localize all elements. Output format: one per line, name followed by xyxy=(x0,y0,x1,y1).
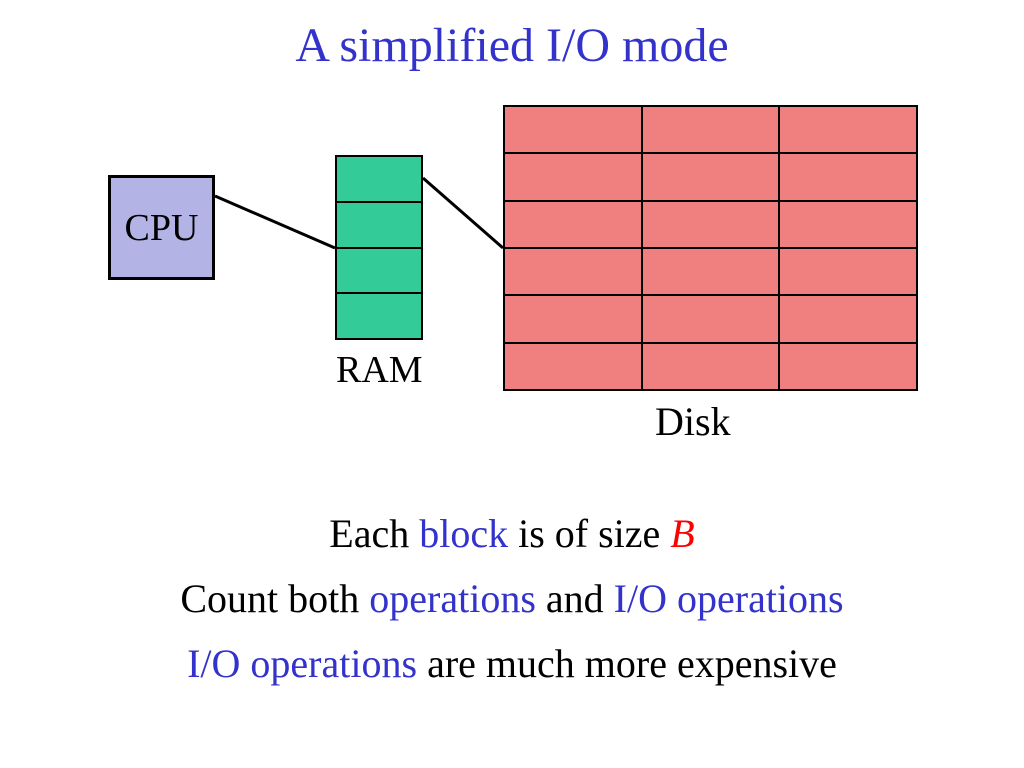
disk-block xyxy=(642,295,780,342)
caption-part: Each xyxy=(329,511,419,556)
ram-label: RAM xyxy=(336,348,423,392)
disk-block xyxy=(779,106,917,153)
caption-part: is of size xyxy=(508,511,670,556)
disk-block xyxy=(504,295,642,342)
ram-block xyxy=(336,248,422,294)
disk-block xyxy=(779,201,917,248)
disk-block xyxy=(779,343,917,390)
disk-block xyxy=(504,248,642,295)
ram-block xyxy=(336,202,422,248)
caption-part: I/O operations xyxy=(614,576,844,621)
disk-block xyxy=(504,153,642,200)
disk-block xyxy=(642,343,780,390)
caption-part: and xyxy=(536,576,614,621)
disk-block xyxy=(504,343,642,390)
disk-block xyxy=(779,248,917,295)
cpu-box: CPU xyxy=(108,175,215,280)
ram-box xyxy=(335,155,423,340)
disk-box xyxy=(503,105,918,391)
disk-block xyxy=(779,153,917,200)
caption-part: block xyxy=(419,511,508,556)
cpu-label: CPU xyxy=(111,178,212,277)
disk-block xyxy=(642,248,780,295)
caption-part: B xyxy=(670,511,694,556)
disk-block xyxy=(642,153,780,200)
caption-line: I/O operations are much more expensive xyxy=(0,640,1024,687)
caption-line: Count both operations and I/O operations xyxy=(0,575,1024,622)
ram-block xyxy=(336,156,422,202)
disk-block xyxy=(642,106,780,153)
caption-line: Each block is of size B xyxy=(0,510,1024,557)
disk-block xyxy=(642,201,780,248)
caption-part: Count both xyxy=(180,576,369,621)
disk-block xyxy=(504,201,642,248)
caption-part: I/O operations xyxy=(187,641,417,686)
disk-label: Disk xyxy=(655,398,731,445)
disk-block xyxy=(779,295,917,342)
caption-part: operations xyxy=(369,576,536,621)
disk-block xyxy=(504,106,642,153)
caption-part: are much more expensive xyxy=(417,641,837,686)
ram-block xyxy=(336,293,422,339)
